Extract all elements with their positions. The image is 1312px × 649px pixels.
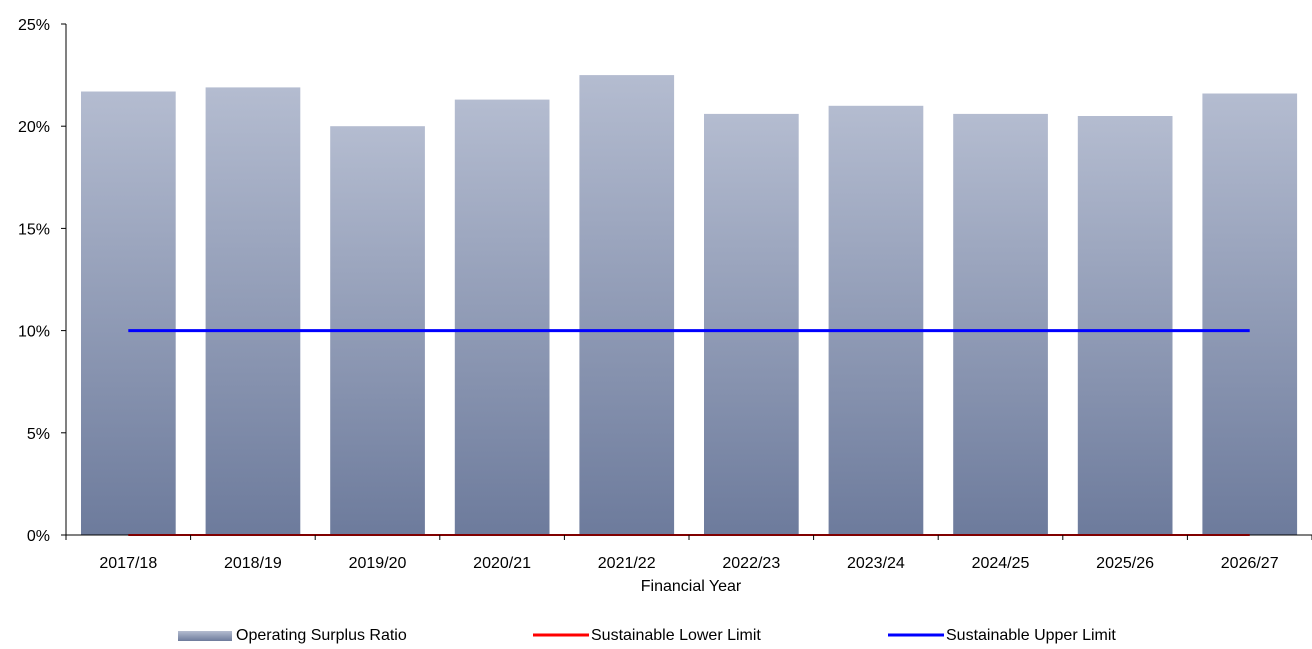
x-tick-label: 2019/20	[349, 555, 407, 572]
y-tick-label: 10%	[18, 324, 50, 341]
bars-layer	[81, 75, 1298, 536]
x-tick-label: 2022/23	[722, 555, 780, 572]
legend-label-sustainable-lower-limit: Sustainable Lower Limit	[591, 627, 761, 644]
legend-label-operating-surplus-ratio: Operating Surplus Ratio	[236, 627, 407, 644]
bar-2023-24	[828, 105, 924, 536]
x-tick-label: 2020/21	[473, 555, 531, 572]
x-tick-label: 2021/22	[598, 555, 656, 572]
x-tick-label: 2023/24	[847, 555, 905, 572]
bar-2026-27	[1202, 93, 1298, 535]
y-tick-label: 15%	[18, 221, 50, 238]
bar-2017-18	[81, 91, 176, 535]
bar-2025-26	[1077, 116, 1173, 535]
x-tick-label: 2026/27	[1221, 555, 1279, 572]
x-axis-title: Financial Year	[641, 578, 742, 595]
legend-swatch-operating-surplus-ratio	[178, 631, 232, 641]
x-tick-label: 2025/26	[1096, 555, 1154, 572]
bar-2020-21	[454, 99, 550, 535]
y-tick-label: 0%	[27, 528, 50, 545]
y-tick-label: 20%	[18, 119, 50, 136]
x-tick-label: 2017/18	[99, 555, 157, 572]
legend-label-sustainable-upper-limit: Sustainable Upper Limit	[946, 627, 1116, 644]
bar-2018-19	[205, 87, 301, 536]
y-tick-label: 5%	[27, 426, 50, 443]
bar-2022-23	[704, 113, 799, 536]
axes-layer: 0% 5% 10% 15% 20% 25% 2017/18 2018/19 2019/20 202…	[18, 17, 1312, 572]
bar-2024-25	[953, 113, 1048, 536]
x-tick-label: 2018/19	[224, 555, 282, 572]
bar-2021-22	[579, 75, 675, 535]
y-tick-label: 25%	[18, 17, 50, 34]
legend: Operating Surplus Ratio Sustainable Lower…	[178, 627, 1116, 644]
x-tick-label: 2024/25	[972, 555, 1030, 572]
